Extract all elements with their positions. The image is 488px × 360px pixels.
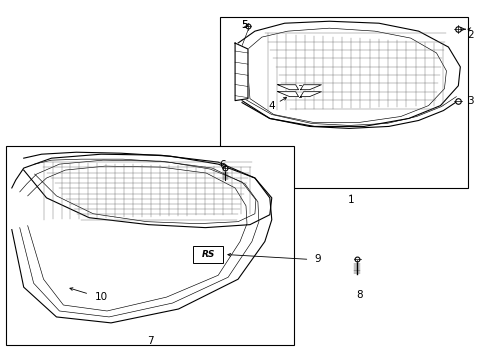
- Text: 8: 8: [355, 290, 362, 300]
- Text: 3: 3: [466, 96, 472, 105]
- Text: 6: 6: [219, 160, 225, 170]
- Polygon shape: [300, 85, 321, 90]
- Polygon shape: [277, 92, 298, 96]
- Text: 9: 9: [313, 255, 320, 264]
- Polygon shape: [235, 43, 247, 100]
- Text: 10: 10: [94, 292, 107, 302]
- Text: 2: 2: [466, 30, 472, 40]
- Polygon shape: [277, 85, 298, 90]
- Text: 1: 1: [347, 195, 354, 205]
- Polygon shape: [300, 92, 321, 96]
- Bar: [220, 17, 468, 188]
- Text: RS: RS: [201, 250, 215, 259]
- Text: 4: 4: [268, 100, 275, 111]
- Text: 7: 7: [147, 336, 154, 346]
- FancyBboxPatch shape: [193, 246, 223, 263]
- Bar: [6, 146, 293, 345]
- Text: 5: 5: [241, 20, 248, 30]
- Text: 5: 5: [241, 20, 248, 30]
